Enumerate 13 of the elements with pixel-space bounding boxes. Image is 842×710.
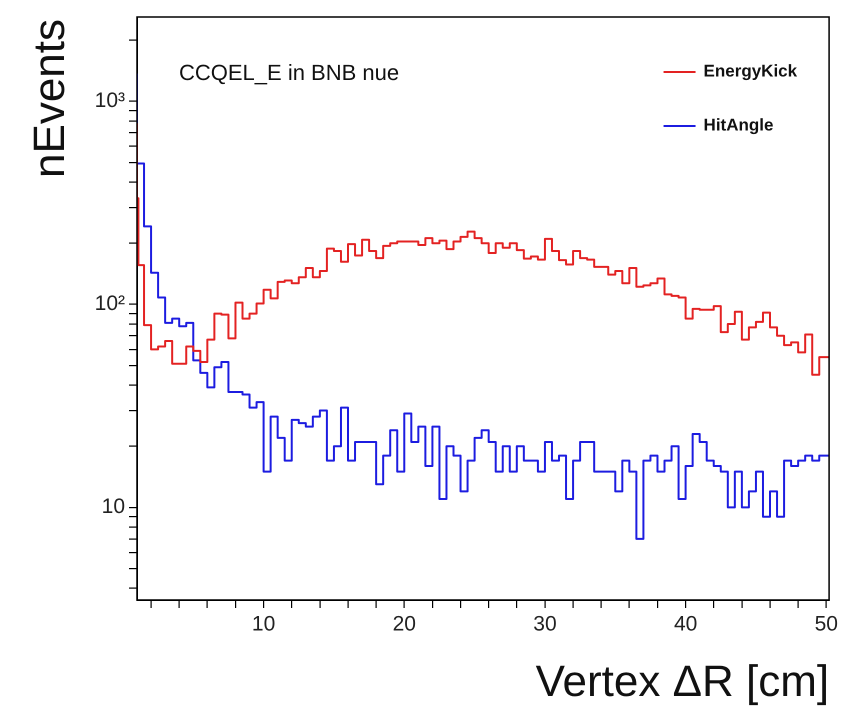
legend-label: EnergyKick xyxy=(704,62,798,81)
x-tick-label: 10 xyxy=(252,612,276,636)
y-tick-label: 10 xyxy=(102,495,125,518)
x-tick-label: 50 xyxy=(814,612,838,636)
y-tick-label: 10³ xyxy=(94,89,125,112)
x-tick-label: 30 xyxy=(533,612,557,636)
legend-label: HitAngle xyxy=(704,116,774,135)
x-axis-title: Vertex ΔR [cm] xyxy=(536,657,830,706)
x-tick-label: 40 xyxy=(674,612,698,636)
x-tick-label: 20 xyxy=(392,612,416,636)
y-axis-title: nEvents xyxy=(25,19,74,178)
y-tick-label: 10² xyxy=(94,292,125,316)
annotation: CCQEL_E in BNB nue xyxy=(179,60,400,86)
